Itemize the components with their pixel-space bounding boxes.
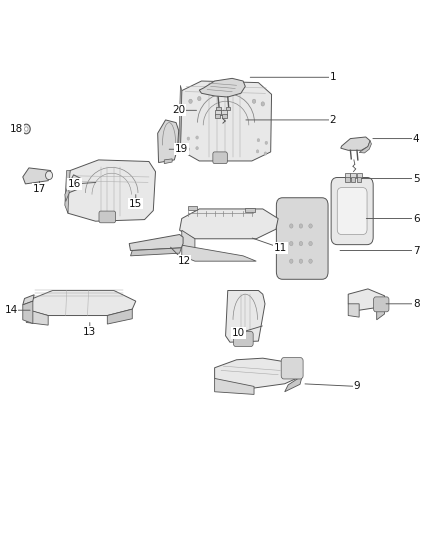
Polygon shape (26, 309, 48, 325)
Circle shape (196, 147, 198, 150)
Polygon shape (377, 301, 385, 320)
Text: 16: 16 (68, 179, 81, 189)
FancyBboxPatch shape (99, 211, 116, 223)
Text: 19: 19 (175, 144, 188, 154)
Polygon shape (23, 168, 51, 184)
Circle shape (257, 139, 260, 142)
Polygon shape (65, 185, 69, 201)
Polygon shape (245, 208, 255, 212)
Text: 18: 18 (10, 124, 23, 134)
Text: 17: 17 (33, 184, 46, 194)
Polygon shape (215, 114, 220, 118)
Polygon shape (182, 245, 256, 261)
Polygon shape (215, 378, 254, 394)
Text: 15: 15 (129, 199, 142, 208)
Polygon shape (182, 230, 195, 251)
Circle shape (22, 124, 30, 134)
Polygon shape (215, 110, 221, 115)
Circle shape (252, 99, 256, 103)
Text: 5: 5 (413, 174, 420, 183)
Circle shape (187, 137, 190, 140)
Polygon shape (180, 209, 278, 239)
Circle shape (309, 241, 312, 246)
Circle shape (25, 127, 28, 131)
Polygon shape (285, 376, 302, 392)
Circle shape (290, 224, 293, 228)
Polygon shape (345, 177, 350, 182)
Text: 9: 9 (353, 382, 360, 391)
Circle shape (290, 259, 293, 263)
Polygon shape (107, 309, 132, 324)
Polygon shape (226, 290, 265, 342)
Polygon shape (357, 177, 361, 182)
Text: 8: 8 (413, 299, 420, 309)
Circle shape (196, 136, 198, 139)
Polygon shape (341, 137, 370, 150)
Circle shape (264, 152, 267, 155)
FancyBboxPatch shape (213, 152, 227, 164)
Polygon shape (350, 173, 356, 178)
Polygon shape (23, 295, 34, 305)
Polygon shape (158, 120, 179, 163)
Circle shape (299, 259, 303, 263)
Polygon shape (216, 107, 221, 110)
FancyBboxPatch shape (281, 358, 303, 379)
Text: 7: 7 (413, 246, 420, 255)
FancyBboxPatch shape (374, 297, 389, 312)
Polygon shape (348, 304, 359, 317)
Polygon shape (129, 235, 183, 251)
Polygon shape (359, 141, 371, 153)
Circle shape (309, 259, 312, 263)
Text: 1: 1 (329, 72, 336, 82)
Circle shape (189, 99, 192, 103)
Polygon shape (65, 171, 70, 213)
Polygon shape (68, 175, 81, 193)
Polygon shape (23, 301, 33, 324)
FancyBboxPatch shape (233, 332, 253, 346)
FancyBboxPatch shape (276, 198, 328, 279)
Polygon shape (226, 107, 230, 110)
Circle shape (46, 171, 53, 180)
Polygon shape (221, 110, 227, 115)
Circle shape (198, 96, 201, 101)
Polygon shape (351, 177, 355, 182)
Circle shape (265, 141, 268, 144)
Text: 10: 10 (232, 328, 245, 338)
FancyBboxPatch shape (331, 177, 373, 245)
Text: 20: 20 (172, 106, 185, 115)
Polygon shape (164, 159, 172, 164)
Text: 2: 2 (329, 115, 336, 125)
Text: 14: 14 (4, 305, 18, 315)
Circle shape (299, 241, 303, 246)
Polygon shape (180, 81, 272, 161)
Polygon shape (24, 290, 136, 316)
Text: 4: 4 (413, 134, 420, 143)
Polygon shape (179, 85, 182, 150)
Polygon shape (222, 114, 227, 118)
Circle shape (261, 102, 265, 106)
Polygon shape (345, 173, 350, 178)
Polygon shape (67, 160, 155, 221)
Polygon shape (348, 289, 385, 310)
FancyBboxPatch shape (337, 188, 367, 235)
Circle shape (187, 148, 190, 151)
Polygon shape (357, 173, 362, 178)
Polygon shape (215, 358, 302, 388)
Circle shape (256, 150, 259, 153)
Circle shape (309, 224, 312, 228)
Polygon shape (188, 206, 197, 210)
Text: 12: 12 (177, 256, 191, 266)
Text: 6: 6 (413, 214, 420, 223)
Text: 13: 13 (83, 327, 96, 336)
Circle shape (299, 224, 303, 228)
Polygon shape (131, 248, 181, 256)
Text: 11: 11 (274, 243, 287, 253)
Polygon shape (199, 78, 245, 97)
Circle shape (290, 241, 293, 246)
